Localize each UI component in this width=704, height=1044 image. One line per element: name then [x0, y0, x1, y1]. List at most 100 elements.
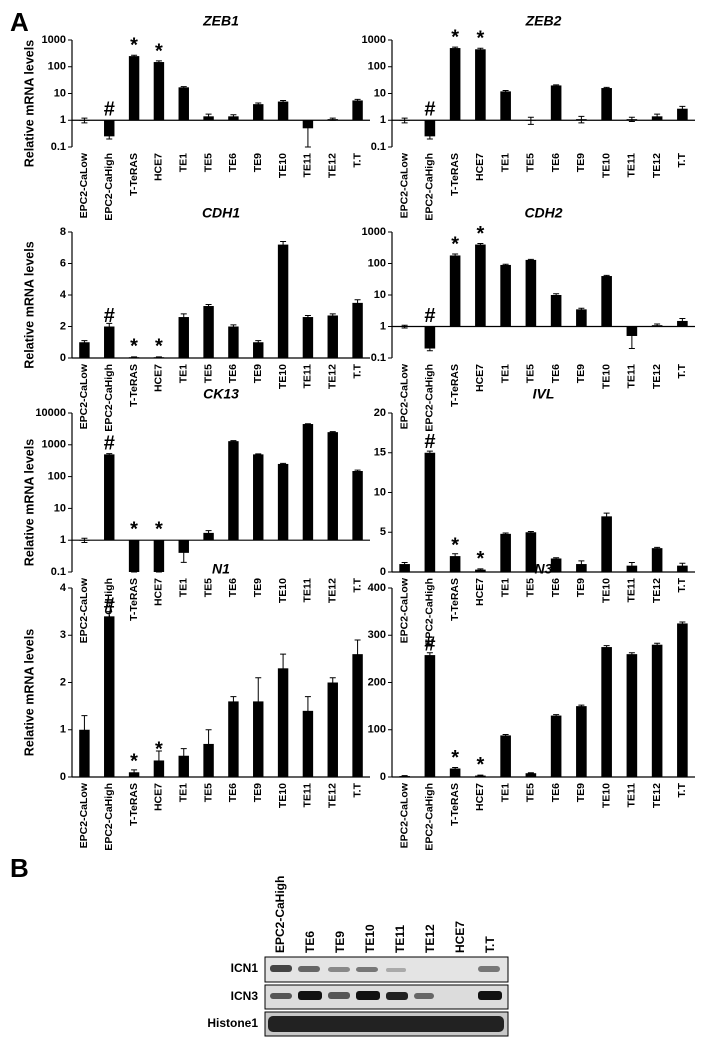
error-bar	[452, 46, 459, 50]
annotation: *	[476, 28, 484, 50]
bar	[626, 654, 638, 777]
bar	[302, 317, 314, 358]
x-tick-label: EPC2-CaHigh	[424, 783, 436, 851]
x-tick-label: TE11	[626, 364, 638, 389]
bar	[203, 306, 214, 358]
bar	[302, 424, 314, 541]
x-tick-label: T-TeRAS	[449, 364, 461, 407]
bar	[79, 342, 90, 358]
x-tick-label: HCE7	[153, 364, 165, 392]
bar	[104, 326, 115, 358]
bar	[576, 564, 587, 572]
y-tick-label: 10	[54, 502, 66, 514]
bar	[449, 255, 461, 327]
x-tick-label: T-TeRAS	[449, 153, 461, 196]
y-tick-label: 200	[368, 676, 386, 688]
bar	[104, 454, 115, 541]
y-tick-label: 1	[380, 320, 386, 332]
x-tick-label: TE11	[302, 153, 314, 178]
error-bar	[255, 453, 262, 456]
error-bar	[280, 653, 287, 683]
lane-label: HCE7	[453, 921, 467, 953]
x-tick-label: TE10	[600, 578, 612, 603]
annotation: #	[104, 433, 115, 455]
bar	[550, 558, 562, 572]
y-tick-label: 10	[374, 289, 386, 301]
error-bar	[180, 86, 187, 89]
x-tick-label: EPC2-CaLow	[78, 577, 90, 643]
error-bar	[255, 340, 262, 345]
x-tick-label: TE6	[550, 578, 562, 597]
x-tick-label: T.T	[676, 152, 688, 167]
bar	[228, 326, 239, 358]
x-tick-label: TE10	[277, 364, 289, 389]
bar	[128, 540, 140, 572]
error-bar	[553, 293, 560, 297]
error-bar	[578, 560, 585, 568]
bar	[677, 108, 688, 121]
x-tick-label: T.T	[676, 782, 688, 797]
x-tick-label: TE12	[327, 364, 339, 389]
error-bar	[477, 47, 484, 51]
chart-title: CDH1	[202, 205, 240, 221]
x-tick-label: TE9	[575, 364, 587, 383]
bar	[525, 532, 537, 572]
bar	[253, 454, 264, 541]
bar	[601, 647, 612, 777]
y-tick-label: 300	[368, 629, 386, 641]
annotation: *	[130, 335, 138, 357]
chart-title: N3	[535, 561, 553, 577]
error-bar	[679, 105, 686, 113]
x-tick-label: TE5	[525, 578, 537, 597]
annotation: *	[476, 223, 484, 245]
y-tick-label: 10	[54, 87, 66, 99]
error-bar	[354, 98, 361, 103]
error-bar	[304, 314, 311, 320]
lane-label: EPC2-CaHigh	[273, 876, 287, 953]
y-axis-label: Relative mRNA levels	[22, 40, 36, 167]
error-bar	[628, 561, 635, 570]
x-tick-label: TE6	[550, 153, 562, 172]
bar	[178, 540, 189, 553]
annotation: *	[476, 754, 484, 776]
error-bar	[578, 307, 585, 312]
error-bar	[401, 324, 408, 329]
bar	[651, 644, 663, 777]
annotation: *	[155, 518, 163, 540]
error-bar	[477, 243, 484, 247]
y-tick-label: 1000	[42, 34, 66, 46]
x-tick-label: TE11	[626, 578, 638, 603]
error-bar	[106, 322, 113, 331]
error-bar	[553, 84, 560, 87]
bar	[449, 768, 461, 777]
y-tick-label: 2	[60, 676, 66, 688]
bar	[178, 317, 189, 358]
y-tick-label: 10	[374, 87, 386, 99]
error-bar	[553, 714, 560, 718]
y-axis-label: Relative mRNA levels	[22, 439, 36, 566]
x-tick-label: TE9	[575, 783, 587, 802]
lane-label: T.T	[483, 936, 497, 953]
annotation: *	[155, 40, 163, 62]
x-tick-label: EPC2-CaHigh	[103, 153, 115, 221]
x-tick-label: HCE7	[153, 578, 165, 606]
chart-title: ZEB2	[525, 13, 562, 29]
x-tick-label: TE6	[227, 578, 239, 597]
x-tick-label: TE10	[600, 153, 612, 178]
x-tick-label: T-TeRAS	[128, 578, 140, 621]
x-tick-label: TE5	[202, 578, 214, 597]
error-bar	[603, 512, 610, 521]
annotation: #	[104, 99, 115, 121]
x-tick-label: T-TeRAS	[128, 783, 140, 826]
x-tick-label: HCE7	[153, 153, 165, 181]
x-tick-label: TE11	[302, 578, 314, 603]
x-tick-label: EPC2-CaHigh	[424, 364, 436, 432]
error-bar	[280, 99, 287, 104]
bar	[277, 668, 289, 777]
x-tick-label: EPC2-CaHigh	[424, 153, 436, 221]
x-tick-label: TE5	[525, 153, 537, 172]
error-bar	[205, 113, 212, 120]
lane-label: TE6	[303, 931, 317, 953]
annotation: *	[451, 747, 459, 769]
bar	[178, 755, 189, 777]
